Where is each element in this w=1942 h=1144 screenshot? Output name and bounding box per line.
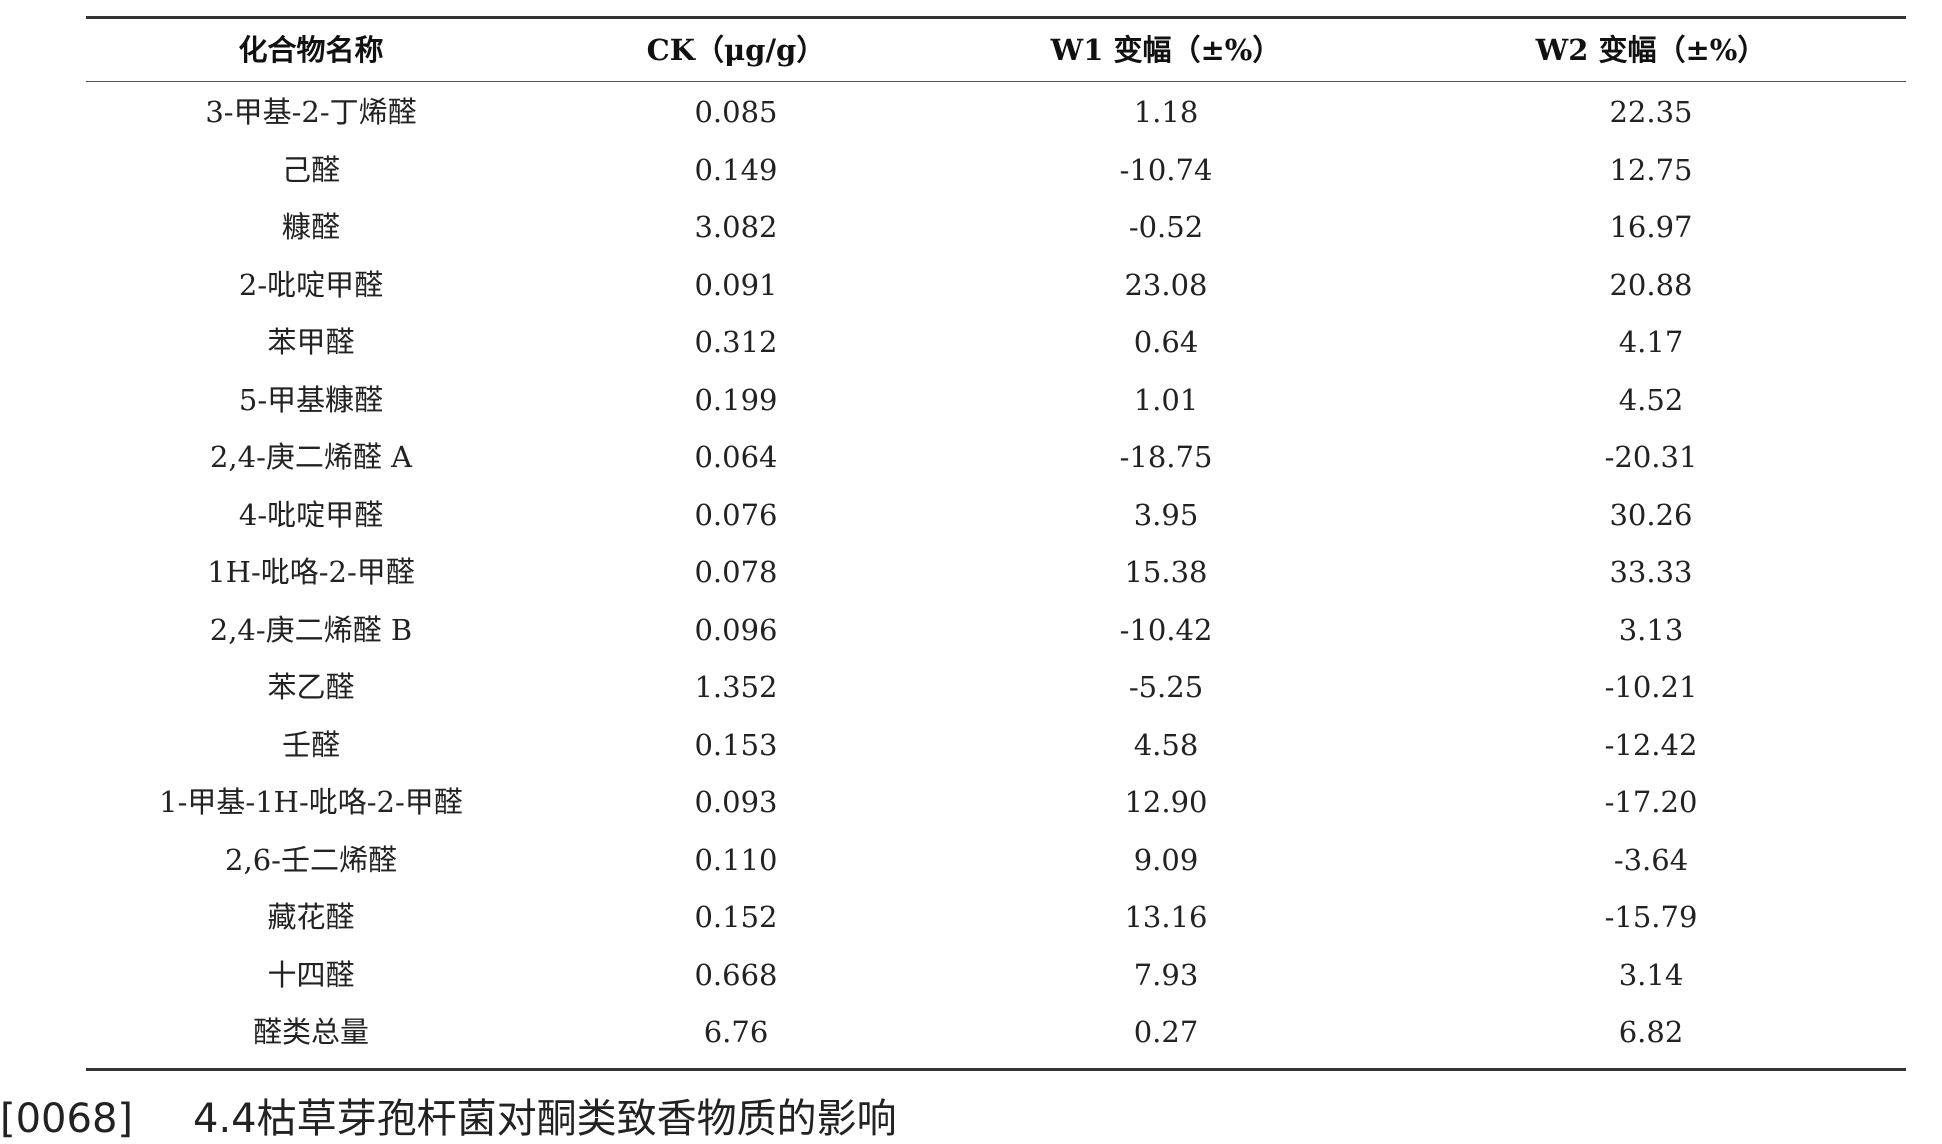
ck-value-cell: 3.082	[694, 210, 778, 245]
ck-value-cell: 0.076	[694, 497, 778, 532]
w1-change-cell: 12.90	[1124, 785, 1208, 820]
header-ck: CK（μg/g）	[646, 32, 826, 67]
w1-change-cell: 13.16	[1124, 900, 1208, 935]
compound-name-cell: 藏花醛	[267, 900, 355, 935]
compound-name-cell: 1-甲基-1H-吡咯-2-甲醛	[159, 785, 463, 820]
ck-value-cell: 0.152	[694, 900, 778, 935]
table-bottom-rule	[86, 1067, 1906, 1071]
w2-change-cell: 33.33	[1609, 555, 1693, 590]
w1-change-cell: 7.93	[1133, 957, 1199, 992]
ck-value-cell: 0.199	[694, 382, 778, 417]
table-row: 2,4-庚二烯醛 A 0.064 -18.75 -20.31	[86, 429, 1906, 487]
w1-change-cell: -10.42	[1119, 612, 1213, 647]
w1-change-cell: 0.64	[1133, 325, 1199, 360]
header-w2: W2 变幅（±%）	[1535, 32, 1767, 67]
data-table: 化合物名称 CK（μg/g） W1 变幅（±%） W2 变幅（±%） 3-甲基-…	[86, 16, 1906, 1071]
table-header-row: 化合物名称 CK（μg/g） W1 变幅（±%） W2 变幅（±%）	[86, 19, 1906, 81]
w2-change-cell: 6.82	[1618, 1015, 1684, 1050]
compound-name-cell: 5-甲基糠醛	[238, 382, 384, 417]
table-row: 苯乙醛 1.352 -5.25 -10.21	[86, 659, 1906, 717]
w2-change-cell: -10.21	[1604, 670, 1698, 705]
table-row: 藏花醛 0.152 13.16 -15.79	[86, 889, 1906, 947]
w1-change-cell: -18.75	[1119, 440, 1213, 475]
w2-change-cell: 4.52	[1618, 382, 1684, 417]
ck-value-cell: 0.110	[694, 842, 778, 877]
table-row: 4-吡啶甲醛 0.076 3.95 30.26	[86, 487, 1906, 545]
ck-value-cell: 0.091	[694, 267, 778, 302]
table-row: 1-甲基-1H-吡咯-2-甲醛 0.093 12.90 -17.20	[86, 774, 1906, 832]
paragraph-heading: 4.4枯草芽孢杆菌对酮类致香物质的影响	[193, 1096, 897, 1142]
compound-name-cell: 壬醛	[281, 727, 340, 762]
w2-change-cell: -17.20	[1604, 785, 1698, 820]
ck-value-cell: 0.096	[694, 612, 778, 647]
w2-change-cell: 3.13	[1618, 612, 1684, 647]
compound-name-cell: 3-甲基-2-丁烯醛	[205, 95, 417, 130]
w1-change-cell: -5.25	[1128, 670, 1204, 705]
paragraph-number: [0068]	[0, 1096, 134, 1142]
compound-name-cell: 十四醛	[267, 957, 355, 992]
table-row: 5-甲基糠醛 0.199 1.01 4.52	[86, 372, 1906, 430]
w2-change-cell: -12.42	[1604, 727, 1698, 762]
w1-change-cell: 1.01	[1133, 382, 1199, 417]
w1-change-cell: 1.18	[1133, 95, 1199, 130]
ck-value-cell: 0.312	[694, 325, 778, 360]
ck-value-cell: 1.352	[694, 670, 778, 705]
table-header-rule	[86, 81, 1906, 82]
header-w1: W1 变幅（±%）	[1050, 32, 1282, 67]
w1-change-cell: 0.27	[1133, 1015, 1199, 1050]
w2-change-cell: 30.26	[1609, 497, 1693, 532]
table-row: 糠醛 3.082 -0.52 16.97	[86, 199, 1906, 257]
table-row: 2,6-壬二烯醛 0.110 9.09 -3.64	[86, 832, 1906, 890]
compound-name-cell: 苯甲醛	[267, 325, 355, 360]
paragraph-line: [0068] 4.4枯草芽孢杆菌对酮类致香物质的影响	[0, 1086, 897, 1144]
w1-change-cell: 4.58	[1133, 727, 1199, 762]
w1-change-cell: 3.95	[1133, 497, 1199, 532]
w2-change-cell: 3.14	[1618, 957, 1684, 992]
compound-name-cell: 2,4-庚二烯醛 B	[209, 612, 413, 647]
w2-change-cell: -15.79	[1604, 900, 1698, 935]
compound-name-cell: 2,6-壬二烯醛	[225, 842, 397, 877]
table-body: 3-甲基-2-丁烯醛 0.085 1.18 22.35 己醛 0.149 -10.74 12.…	[86, 82, 1906, 1068]
ck-value-cell: 0.149	[694, 152, 778, 187]
compound-name-cell: 醛类总量	[252, 1015, 369, 1050]
w2-change-cell: 16.97	[1609, 210, 1693, 245]
w2-change-cell: 20.88	[1609, 267, 1693, 302]
table-row: 苯甲醛 0.312 0.64 4.17	[86, 314, 1906, 372]
compound-name-cell: 2,4-庚二烯醛 A	[209, 440, 413, 475]
table-row: 2-吡啶甲醛 0.091 23.08 20.88	[86, 257, 1906, 315]
w1-change-cell: 15.38	[1124, 555, 1208, 590]
w1-change-cell: -10.74	[1119, 152, 1213, 187]
table-row: 醛类总量 6.76 0.27 6.82	[86, 1004, 1906, 1062]
w2-change-cell: 12.75	[1609, 152, 1693, 187]
ck-value-cell: 0.085	[694, 95, 778, 130]
ck-value-cell: 6.76	[703, 1015, 769, 1050]
compound-name-cell: 1H-吡咯-2-甲醛	[207, 555, 415, 590]
compound-name-cell: 糠醛	[281, 210, 340, 245]
table-row: 己醛 0.149 -10.74 12.75	[86, 142, 1906, 200]
ck-value-cell: 0.668	[694, 957, 778, 992]
compound-name-cell: 2-吡啶甲醛	[238, 267, 384, 302]
compound-name-cell: 己醛	[281, 152, 340, 187]
ck-value-cell: 0.078	[694, 555, 778, 590]
compound-name-cell: 4-吡啶甲醛	[238, 497, 384, 532]
w2-change-cell: 4.17	[1618, 325, 1684, 360]
table-top-rule	[86, 16, 1906, 19]
header-compound-name: 化合物名称	[238, 32, 384, 67]
w2-change-cell: -3.64	[1613, 842, 1689, 877]
table-row: 十四醛 0.668 7.93 3.14	[86, 947, 1906, 1005]
table-row: 1H-吡咯-2-甲醛 0.078 15.38 33.33	[86, 544, 1906, 602]
table-row: 2,4-庚二烯醛 B 0.096 -10.42 3.13	[86, 602, 1906, 660]
w1-change-cell: 9.09	[1133, 842, 1199, 877]
table-row: 壬醛 0.153 4.58 -12.42	[86, 717, 1906, 775]
w2-change-cell: 22.35	[1609, 95, 1693, 130]
table-row: 3-甲基-2-丁烯醛 0.085 1.18 22.35	[86, 84, 1906, 142]
w2-change-cell: -20.31	[1604, 440, 1698, 475]
ck-value-cell: 0.093	[694, 785, 778, 820]
ck-value-cell: 0.064	[694, 440, 778, 475]
ck-value-cell: 0.153	[694, 727, 778, 762]
w1-change-cell: 23.08	[1124, 267, 1208, 302]
w1-change-cell: -0.52	[1128, 210, 1204, 245]
compound-name-cell: 苯乙醛	[267, 670, 355, 705]
